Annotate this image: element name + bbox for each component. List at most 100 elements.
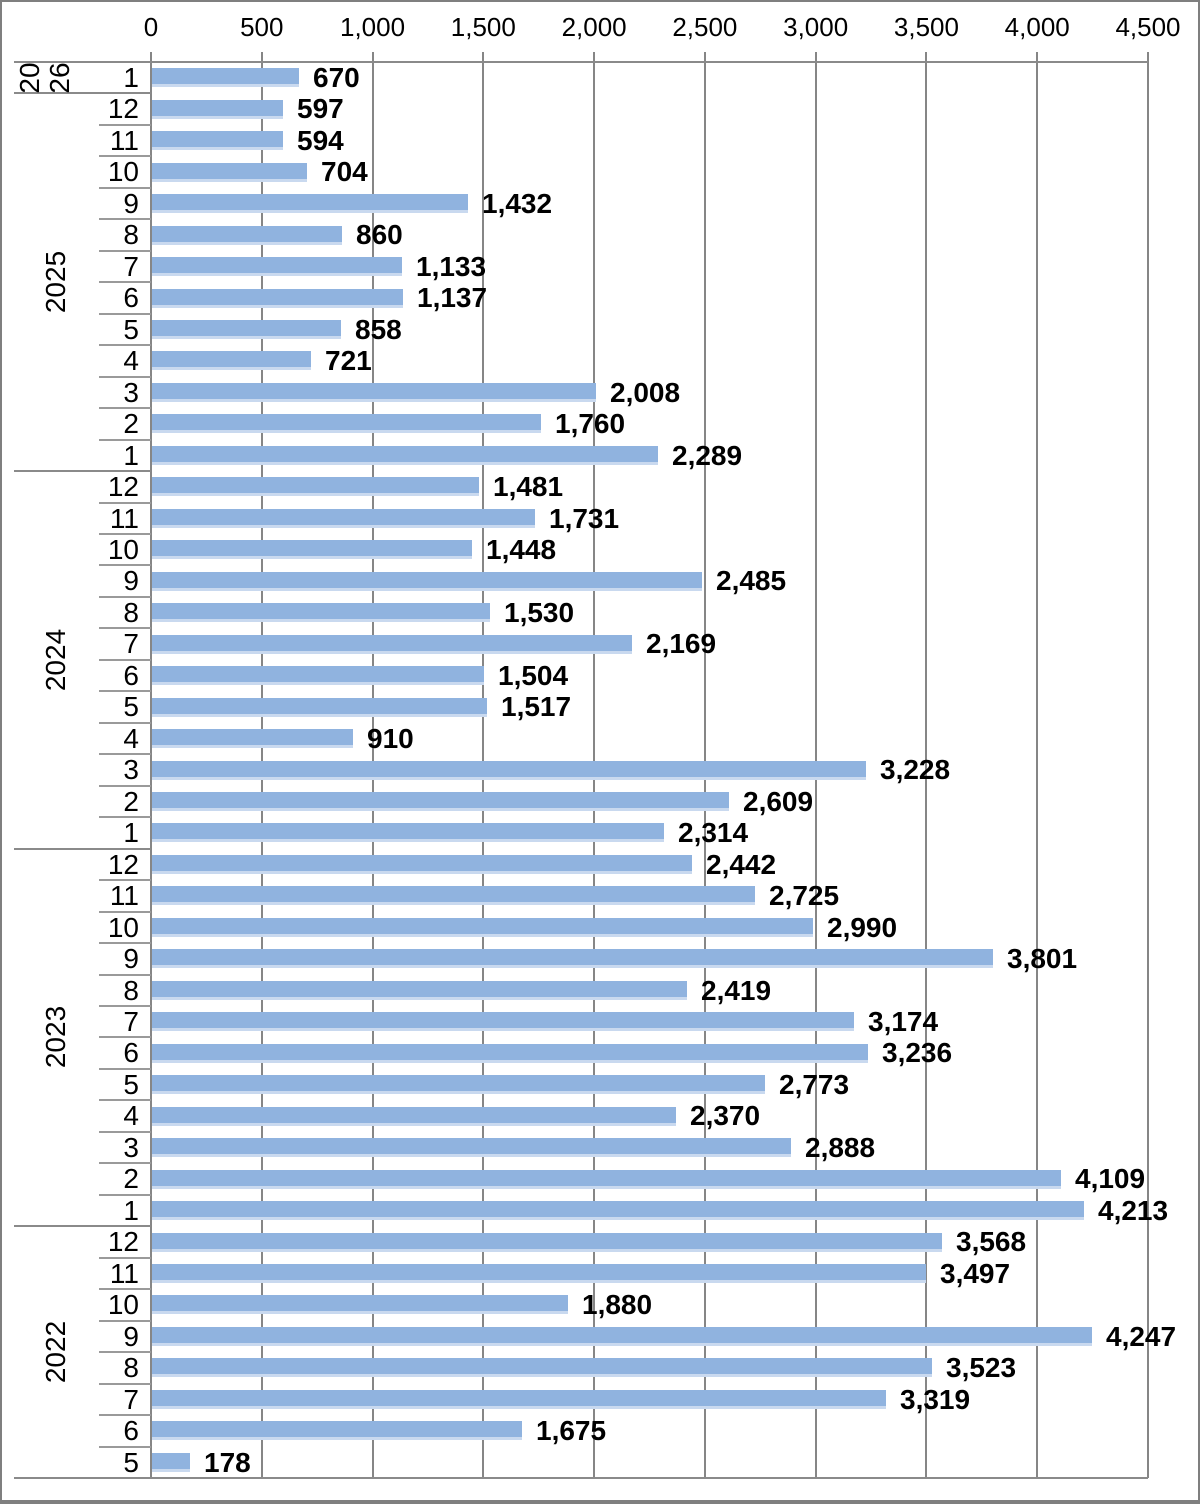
bar-value-label: 1,137 [417, 282, 488, 314]
bar [152, 1106, 676, 1126]
month-label: 1 [123, 1194, 139, 1226]
month-label: 12 [107, 848, 139, 880]
bar [152, 571, 702, 591]
bar-value-label: 3,174 [868, 1006, 939, 1037]
bar [152, 886, 755, 906]
month-label: 4 [123, 345, 139, 377]
bar [152, 540, 472, 560]
month-label: 3 [123, 376, 139, 408]
bar [152, 1201, 1084, 1221]
bar [152, 68, 299, 88]
value-axis-tick-label: 1,500 [450, 12, 516, 42]
month-label: 9 [123, 943, 139, 975]
month-separator [99, 533, 151, 535]
month-label: 7 [123, 1006, 139, 1037]
month-label: 11 [109, 880, 139, 912]
bar [152, 729, 353, 749]
year-separator [14, 847, 151, 850]
month-separator [99, 123, 151, 126]
bar-value-label: 858 [355, 313, 402, 345]
gridline [1036, 52, 1039, 1478]
bar [152, 666, 484, 686]
month-separator [99, 1319, 151, 1322]
bar-value-label: 2,888 [805, 1131, 876, 1163]
bar [152, 288, 403, 308]
bar [152, 382, 596, 402]
month-label: 5 [123, 313, 139, 345]
month-separator [99, 155, 151, 158]
bar-value-label: 2,289 [672, 439, 743, 471]
month-label: 11 [109, 502, 139, 534]
month-label: 7 [123, 250, 139, 282]
bar [152, 603, 490, 623]
value-axis-tick-label: 3,500 [893, 12, 959, 42]
month-label: 8 [123, 219, 139, 251]
bar [152, 1012, 854, 1032]
bar [152, 1169, 1061, 1189]
month-label: 6 [123, 1415, 139, 1447]
month-label: 6 [123, 659, 139, 691]
month-separator [99, 1099, 151, 1102]
month-label: 2 [123, 408, 139, 440]
bar [152, 949, 993, 969]
bar [152, 225, 342, 245]
month-label: 9 [123, 565, 139, 597]
bar [152, 445, 658, 465]
bar [152, 697, 487, 717]
bar-value-label: 1,504 [498, 659, 569, 691]
month-label: 10 [107, 1289, 139, 1321]
bar-value-label: 2,725 [769, 880, 840, 912]
month-separator [99, 375, 151, 378]
month-separator [99, 1445, 151, 1448]
bar-value-label: 3,236 [882, 1037, 953, 1069]
month-label: 9 [123, 1320, 139, 1352]
bar-value-label: 910 [367, 722, 414, 754]
month-label: 6 [123, 282, 139, 314]
month-separator [99, 344, 151, 347]
month-label: 3 [123, 754, 139, 786]
bar-value-label: 1,675 [536, 1415, 607, 1447]
bar [152, 823, 664, 843]
bar [152, 791, 729, 811]
bar [152, 162, 307, 182]
bar-value-label: 4,109 [1075, 1163, 1146, 1195]
month-label: 3 [123, 1131, 139, 1163]
bar-value-label: 597 [297, 93, 344, 125]
bar [152, 1358, 932, 1378]
month-separator [99, 186, 151, 189]
bar-value-label: 1,133 [416, 250, 487, 282]
year-label: 2025 [40, 251, 71, 314]
month-label: 10 [107, 911, 139, 943]
bar [152, 760, 866, 780]
value-axis-tick-label: 2,500 [672, 12, 738, 42]
month-separator [99, 784, 151, 787]
bar-value-label: 3,568 [956, 1226, 1027, 1258]
bar-value-label: 2,370 [690, 1100, 761, 1132]
bar-value-label: 704 [321, 156, 368, 188]
bar-value-label: 860 [356, 219, 403, 251]
bar-value-label: 1,448 [486, 534, 557, 565]
bar [152, 414, 541, 434]
month-separator [99, 1414, 151, 1417]
bar [152, 1389, 886, 1409]
value-axis-tick-label: 4,500 [1115, 12, 1181, 42]
month-separator [99, 1256, 151, 1259]
bar-value-label: 1,481 [493, 471, 564, 503]
plot-bottom-border [14, 1477, 1148, 1479]
month-label: 11 [109, 1257, 139, 1289]
bar-value-label: 4,213 [1098, 1194, 1169, 1226]
gridline [1147, 52, 1149, 1478]
year-label: 26 [44, 62, 75, 94]
month-label: 5 [123, 1446, 139, 1478]
bar-value-label: 2,314 [678, 817, 749, 849]
month-separator [99, 1288, 151, 1291]
bar [152, 1263, 926, 1283]
bar-value-label: 1,760 [555, 408, 626, 440]
month-separator [99, 249, 151, 252]
month-label: 5 [123, 691, 139, 723]
month-separator [99, 973, 151, 976]
bar-value-label: 1,530 [504, 596, 575, 628]
bar [152, 1452, 190, 1472]
month-label: 6 [123, 1037, 139, 1069]
